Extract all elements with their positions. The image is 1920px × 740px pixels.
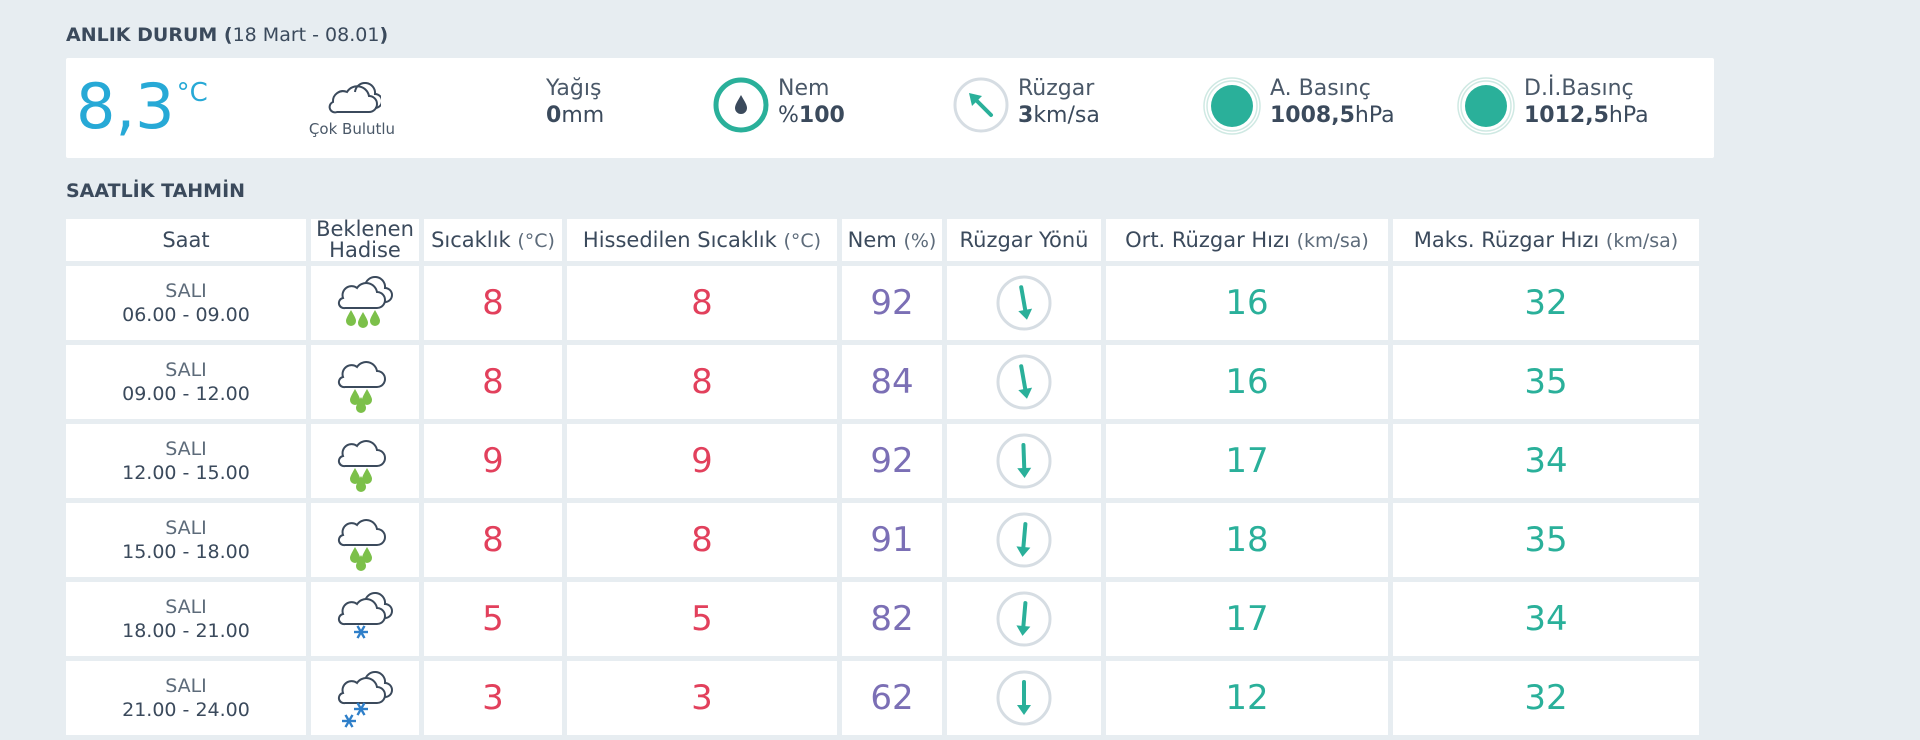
temp-cell: 9 <box>424 424 562 498</box>
header-maks-ruzgar: Maks. Rüzgar Hızı (km/sa) <box>1393 219 1699 261</box>
table-row: SALI 21.00 - 24.00 3 3 62 12 32 <box>66 661 1699 735</box>
wind-metric: Rüzgar 3km/sa <box>1018 76 1100 128</box>
table-row: SALI 09.00 - 12.00 8 8 84 16 35 <box>66 345 1699 419</box>
hadise-cell <box>311 503 419 577</box>
header-ruzgar-yonu: Rüzgar Yönü <box>947 219 1101 261</box>
saat-cell: SALI 12.00 - 15.00 <box>66 424 306 498</box>
max-wind-cell: 35 <box>1393 503 1699 577</box>
pressure-icon <box>1203 77 1261 135</box>
feels-cell: 9 <box>567 424 837 498</box>
saat-cell: SALI 09.00 - 12.00 <box>66 345 306 419</box>
rain-cloud-icon <box>333 519 397 571</box>
hadise-cell <box>311 266 419 340</box>
wind-direction-arrow-icon <box>995 670 1053 726</box>
temp-cell: 8 <box>424 345 562 419</box>
feels-cell: 3 <box>567 661 837 735</box>
snow-heavy-cloud-icon <box>333 671 397 728</box>
wind-dir-cell <box>947 661 1101 735</box>
saat-cell: SALI 15.00 - 18.00 <box>66 503 306 577</box>
header-ort-ruzgar: Ort. Rüzgar Hızı (km/sa) <box>1106 219 1388 261</box>
table-row: SALI 06.00 - 09.00 8 8 92 16 32 <box>66 266 1699 340</box>
wind-dir-cell <box>947 345 1101 419</box>
humidity-cell: 62 <box>842 661 942 735</box>
avg-wind-cell: 16 <box>1106 266 1388 340</box>
sea-pressure-metric: D.İ.Basınç 1012,5hPa <box>1524 76 1649 128</box>
hadise-cell <box>311 661 419 735</box>
max-wind-cell: 35 <box>1393 345 1699 419</box>
table-row: SALI 18.00 - 21.00 5 5 82 17 34 <box>66 582 1699 656</box>
humidity-cell: 82 <box>842 582 942 656</box>
wind-dir-cell <box>947 582 1101 656</box>
wind-direction-arrow-icon <box>995 512 1053 568</box>
humidity-gauge-icon <box>713 77 769 133</box>
hourly-title: SAATLİK TAHMİN <box>66 180 246 202</box>
wind-direction-arrow-icon <box>995 275 1053 331</box>
pressure-metric: A. Basınç 1008,5hPa <box>1270 76 1395 128</box>
rain-cloud-icon <box>333 361 397 413</box>
table-row: SALI 12.00 - 15.00 9 9 92 17 34 <box>66 424 1699 498</box>
wind-dir-cell <box>947 266 1101 340</box>
feels-cell: 8 <box>567 345 837 419</box>
table-row: SALI 15.00 - 18.00 8 8 91 18 35 <box>66 503 1699 577</box>
max-wind-cell: 32 <box>1393 266 1699 340</box>
humidity-cell: 92 <box>842 266 942 340</box>
wind-direction-arrow-icon <box>995 354 1053 410</box>
hadise-cell <box>311 345 419 419</box>
table-header-row: Saat Beklenen Hadise Sıcaklık (°C) Hissed… <box>66 219 1699 261</box>
saat-cell: SALI 21.00 - 24.00 <box>66 661 306 735</box>
hourly-forecast-table: Saat Beklenen Hadise Sıcaklık (°C) Hissed… <box>61 214 1704 740</box>
saat-cell: SALI 18.00 - 21.00 <box>66 582 306 656</box>
header-sicaklik: Sıcaklık (°C) <box>424 219 562 261</box>
humidity-cell: 92 <box>842 424 942 498</box>
precip-metric: Yağış 0mm <box>546 76 605 128</box>
header-hissedilen: Hissedilen Sıcaklık (°C) <box>567 219 837 261</box>
rain-heavy-cloud-icon <box>333 276 397 328</box>
current-temperature: 8,3°C <box>76 70 208 143</box>
wind-direction-arrow-icon <box>995 591 1053 647</box>
feels-cell: 5 <box>567 582 837 656</box>
temp-cell: 8 <box>424 266 562 340</box>
temp-cell: 3 <box>424 661 562 735</box>
max-wind-cell: 34 <box>1393 424 1699 498</box>
feels-cell: 8 <box>567 503 837 577</box>
avg-wind-cell: 12 <box>1106 661 1388 735</box>
snow-cloud-icon <box>333 592 397 639</box>
sea-pressure-icon <box>1457 77 1515 135</box>
avg-wind-cell: 17 <box>1106 582 1388 656</box>
current-title: ANLIK DURUM (18 Mart - 08.01) <box>66 24 389 46</box>
avg-wind-cell: 16 <box>1106 345 1388 419</box>
saat-cell: SALI 06.00 - 09.00 <box>66 266 306 340</box>
header-nem: Nem (%) <box>842 219 942 261</box>
feels-cell: 8 <box>567 266 837 340</box>
wind-dir-cell <box>947 503 1101 577</box>
condition-label: Çok Bulutlu <box>308 120 396 138</box>
max-wind-cell: 32 <box>1393 661 1699 735</box>
header-hadise: Beklenen Hadise <box>311 219 419 261</box>
wind-direction-icon <box>953 77 1009 133</box>
header-saat: Saat <box>66 219 306 261</box>
humidity-cell: 84 <box>842 345 942 419</box>
temp-cell: 8 <box>424 503 562 577</box>
wind-direction-arrow-icon <box>995 433 1053 489</box>
hadise-cell <box>311 424 419 498</box>
cloudy-icon <box>328 82 381 114</box>
temp-cell: 5 <box>424 582 562 656</box>
humidity-cell: 91 <box>842 503 942 577</box>
wind-dir-cell <box>947 424 1101 498</box>
humidity-metric: Nem %100 <box>778 76 845 128</box>
current-condition: Çok Bulutlu <box>302 82 402 138</box>
hadise-cell <box>311 582 419 656</box>
current-conditions-panel: 8,3°C Çok Bulutlu Yağış 0mm Nem %100 Rüz… <box>66 58 1714 158</box>
avg-wind-cell: 18 <box>1106 503 1388 577</box>
avg-wind-cell: 17 <box>1106 424 1388 498</box>
max-wind-cell: 34 <box>1393 582 1699 656</box>
rain-cloud-icon <box>333 440 397 492</box>
